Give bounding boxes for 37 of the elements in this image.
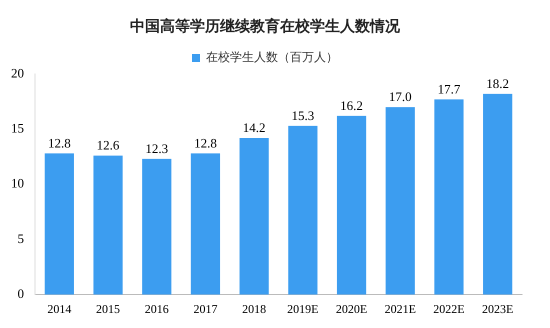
y-tick-label: 15 — [11, 120, 24, 136]
data-label: 17.0 — [388, 89, 412, 104]
y-tick-label: 10 — [11, 176, 24, 191]
data-label: 12.8 — [48, 135, 71, 150]
bar — [93, 156, 123, 295]
chart-title: 中国高等学历继续教育在校学生人数情况 — [130, 16, 401, 35]
x-tick-label: 2014 — [47, 302, 72, 316]
data-label: 14.2 — [242, 120, 266, 135]
data-label: 12.3 — [145, 140, 168, 156]
bar — [190, 153, 220, 295]
x-tick-label: 2015 — [96, 302, 120, 316]
x-tick-label: 2020E — [336, 302, 368, 316]
bar — [142, 158, 172, 295]
x-tick-label: 2016 — [144, 302, 169, 316]
data-label: 12.6 — [96, 138, 120, 153]
data-label: 16.2 — [340, 98, 363, 113]
data-label: 12.8 — [194, 135, 217, 150]
bar — [336, 116, 366, 295]
data-label: 18.2 — [486, 76, 510, 91]
x-tick-label: 2021E — [384, 302, 416, 316]
bar — [44, 153, 74, 295]
data-label: 17.7 — [438, 81, 461, 96]
bar — [386, 107, 415, 295]
x-tick-label: 2019E — [287, 302, 319, 316]
x-tick-label: 2022E — [433, 302, 465, 316]
y-tick-label: 0 — [18, 286, 24, 302]
y-tick-label: 20 — [11, 65, 24, 80]
x-tick-label: 2018 — [242, 302, 266, 316]
bar — [483, 94, 512, 295]
bar — [288, 126, 318, 295]
x-tick-label: 2023E — [482, 302, 514, 316]
legend-label: 在校学生人数（百万人） — [206, 50, 338, 64]
bar — [434, 99, 464, 295]
bar — [240, 138, 269, 295]
y-tick-label: 5 — [18, 230, 24, 246]
x-tick-label: 2017 — [193, 302, 218, 316]
data-label: 15.3 — [291, 108, 314, 123]
